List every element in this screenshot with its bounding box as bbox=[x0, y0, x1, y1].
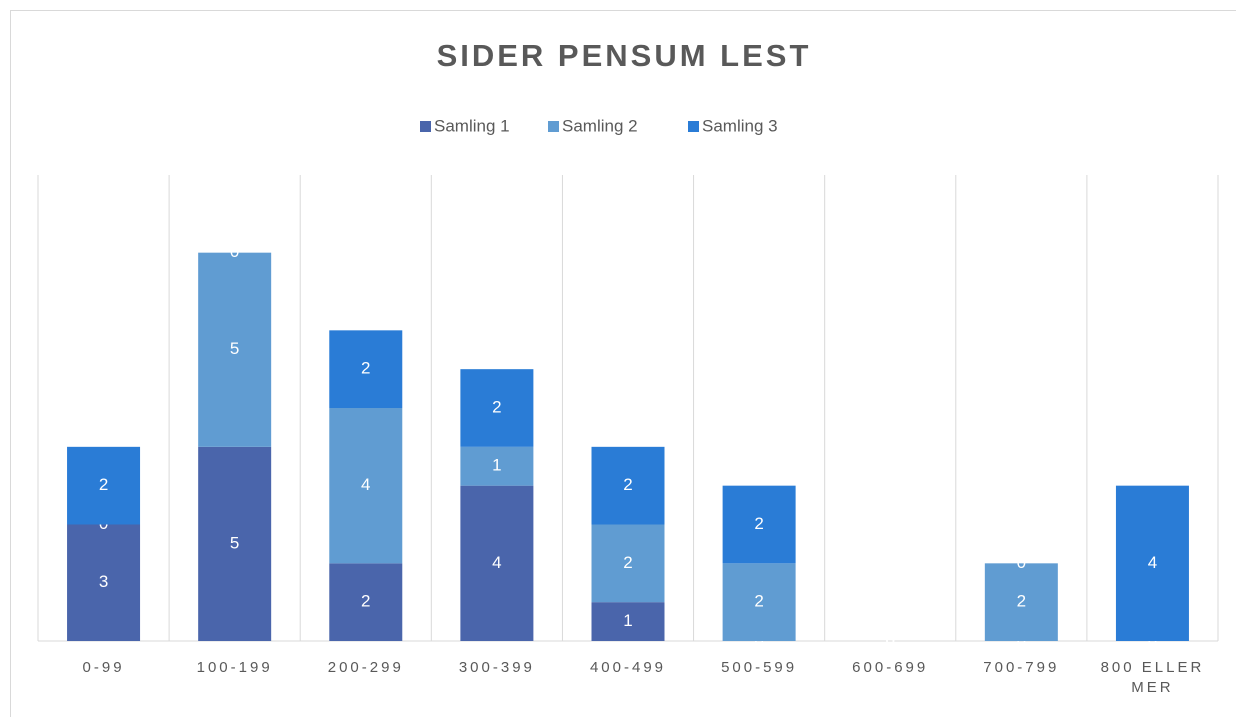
data-label: 0 bbox=[885, 630, 894, 649]
bar-segment bbox=[460, 446, 534, 486]
data-label: 0 bbox=[1017, 553, 1026, 572]
bar-segment bbox=[67, 524, 141, 641]
legend-swatch bbox=[548, 121, 559, 132]
data-label: 4 bbox=[492, 553, 501, 572]
data-label: 2 bbox=[623, 475, 632, 494]
data-label: 2 bbox=[99, 475, 108, 494]
bar-segment bbox=[329, 408, 403, 564]
x-tick-label: 0-99 bbox=[82, 659, 125, 676]
data-label: 2 bbox=[754, 514, 763, 533]
legend-label: Samling 3 bbox=[702, 116, 778, 135]
data-label: 4 bbox=[361, 475, 370, 494]
data-label: 1 bbox=[492, 456, 501, 475]
chart-border bbox=[10, 10, 1236, 717]
data-label: 5 bbox=[230, 339, 239, 358]
data-label: 4 bbox=[1148, 553, 1157, 572]
bar-segment bbox=[1115, 485, 1189, 641]
data-label: 3 bbox=[99, 572, 108, 591]
x-tick-label: 600-699 bbox=[852, 659, 929, 676]
x-tick-label: 200-299 bbox=[327, 659, 404, 676]
data-label: 2 bbox=[1017, 592, 1026, 611]
bar-segment bbox=[329, 563, 403, 641]
bar-segment bbox=[591, 446, 665, 525]
bar-segment bbox=[591, 602, 665, 641]
bar-segment bbox=[722, 485, 796, 564]
data-label: 5 bbox=[230, 533, 239, 552]
x-tick-label: 700-799 bbox=[983, 659, 1060, 676]
data-label: 0 bbox=[885, 630, 894, 649]
bar-segment bbox=[460, 369, 534, 447]
bar-segment bbox=[67, 446, 141, 525]
chart-title: SIDER PENSUM LEST bbox=[437, 38, 812, 73]
x-tick-label: 500-599 bbox=[721, 659, 798, 676]
x-tick-label: 100-199 bbox=[196, 659, 273, 676]
data-label: 0 bbox=[230, 242, 239, 261]
x-tick-label: 300-399 bbox=[458, 659, 535, 676]
bar-segment bbox=[591, 524, 665, 603]
data-label: 2 bbox=[361, 359, 370, 378]
bar-segment bbox=[329, 330, 403, 408]
legend-label: Samling 1 bbox=[434, 116, 510, 135]
bar-segment bbox=[984, 563, 1058, 641]
x-tick-label: 800 ELLER MER bbox=[1100, 659, 1205, 696]
data-label: 2 bbox=[492, 397, 501, 416]
x-tick-label: 400-499 bbox=[589, 659, 667, 676]
bar-segment bbox=[460, 485, 534, 641]
data-label: 0 bbox=[885, 630, 894, 649]
data-label: 2 bbox=[623, 553, 632, 572]
data-label: 1 bbox=[623, 611, 632, 630]
legend-swatch bbox=[420, 121, 431, 132]
legend-label: Samling 2 bbox=[562, 116, 638, 135]
bar-segment bbox=[722, 563, 796, 641]
bar-segment bbox=[198, 252, 272, 447]
data-label: 2 bbox=[361, 592, 370, 611]
data-label: 2 bbox=[754, 592, 763, 611]
legend-swatch bbox=[688, 121, 699, 132]
bar-segment bbox=[198, 446, 272, 641]
